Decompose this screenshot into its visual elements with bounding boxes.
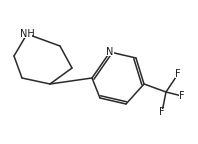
- FancyBboxPatch shape: [174, 71, 182, 77]
- Text: F: F: [175, 69, 181, 79]
- Text: NH: NH: [20, 29, 34, 39]
- FancyBboxPatch shape: [179, 92, 186, 100]
- Text: N: N: [106, 47, 114, 57]
- FancyBboxPatch shape: [106, 49, 114, 55]
- FancyBboxPatch shape: [159, 108, 166, 115]
- Text: F: F: [179, 91, 185, 101]
- Text: F: F: [159, 107, 165, 117]
- FancyBboxPatch shape: [22, 31, 32, 37]
